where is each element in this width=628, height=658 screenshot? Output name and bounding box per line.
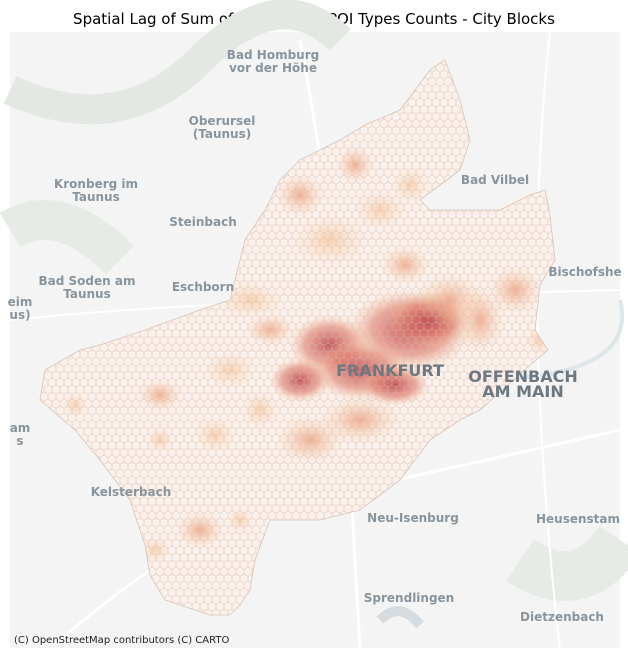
place-label: FRANKFURT xyxy=(336,361,444,380)
place-label: am xyxy=(10,421,31,435)
place-label: Neu-Isenburg xyxy=(367,511,459,525)
place-label: Steinbach xyxy=(169,215,237,229)
place-label: us) xyxy=(9,308,30,322)
place-label: eim xyxy=(8,295,33,309)
place-label: Taunus xyxy=(63,287,111,301)
place-label: (Taunus) xyxy=(193,127,251,141)
place-label: Eschborn xyxy=(172,280,234,294)
place-label: vor der Höhe xyxy=(229,61,317,75)
place-label: OFFENBACH xyxy=(468,367,578,386)
place-label: Bad Vilbel xyxy=(461,173,529,187)
place-label: Oberursel xyxy=(189,114,256,128)
place-label: Dietzenbach xyxy=(520,610,604,624)
place-label: Heusenstam xyxy=(536,512,620,526)
place-label: Sprendlingen xyxy=(364,591,454,605)
place-label: Kelsterbach xyxy=(91,485,172,499)
place-label: Taunus xyxy=(72,190,120,204)
place-label: s xyxy=(16,434,23,448)
place-label: Bischofshe xyxy=(548,265,621,279)
place-label: Bad Soden am xyxy=(39,274,136,288)
place-label: AM MAIN xyxy=(482,382,564,401)
place-label: Bad Homburg xyxy=(227,48,319,62)
attribution: (C) OpenStreetMap contributors (C) CARTO xyxy=(14,635,229,646)
place-label: Kronberg im xyxy=(54,177,138,191)
